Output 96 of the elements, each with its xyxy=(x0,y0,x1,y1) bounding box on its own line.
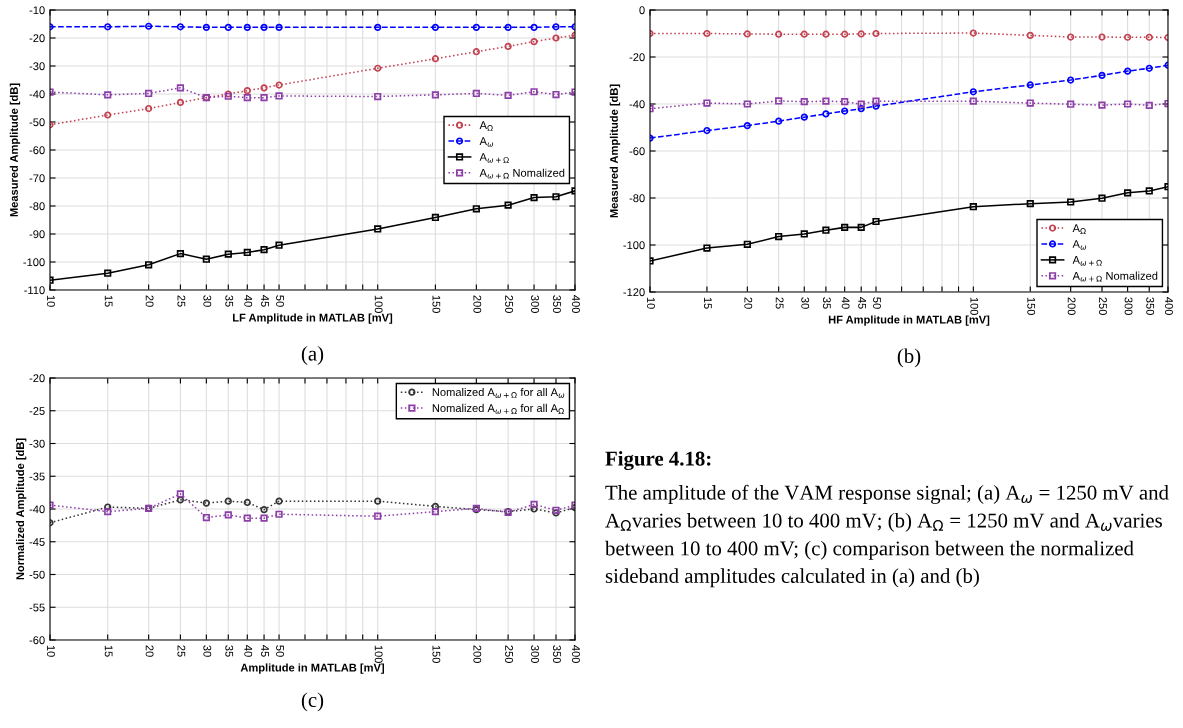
y-tick-label: -30 xyxy=(29,439,45,448)
x-tick-label: 300 xyxy=(531,295,539,313)
y-tick-label: -55 xyxy=(29,603,45,612)
y-tick-label: -25 xyxy=(29,407,45,415)
x-tick-label: 20 xyxy=(145,295,154,307)
y-tick-label: -40 xyxy=(29,90,45,99)
y-axis-title: Measured Amplitude [dB] xyxy=(609,84,621,218)
text: Figure 4.18: xyxy=(605,451,711,471)
legend-label: A$_{ω}$ xyxy=(479,137,494,147)
x-tick-label: 25 xyxy=(177,645,186,657)
y-tick-label: -110 xyxy=(24,286,45,295)
x-tick-label: 100 xyxy=(374,295,383,313)
y-tick-label: -100 xyxy=(23,258,45,267)
y-axis-title: Measured Amplitude [dB] xyxy=(9,83,21,217)
x-tick-label: 40 xyxy=(244,645,253,657)
x-tick-label: 35 xyxy=(225,295,234,307)
y-tick-label: -60 xyxy=(29,146,45,155)
text: (b) xyxy=(897,348,921,368)
y-axis-title: Normalized Amplitude [dB] xyxy=(15,438,27,580)
y-tick-label: -50 xyxy=(29,118,45,127)
x-tick-label: 100 xyxy=(970,297,979,315)
y-tick-label: -30 xyxy=(29,62,45,71)
x-tick-label: 400 xyxy=(1165,297,1173,315)
text: The amplitude of the VAM response signal; (a) A$_{ω}$ = 1250 mV and A$_{Ω}$varies between 10 to 400 mV; (b) A$_{Ω}$ = 1250 mV and A$_{ω}$varies between 10 to 400 mV; (c) comparison between the normalized sideband amplitudes calculated in (a) and (b) xyxy=(605,484,1169,588)
x-tick-label: 25 xyxy=(775,297,784,309)
x-tick-label: 45 xyxy=(261,645,269,657)
y-tick-label: -60 xyxy=(629,147,645,156)
y-tick-label: -20 xyxy=(629,53,645,62)
x-tick-label: 150 xyxy=(432,295,441,313)
x-tick-label: 10 xyxy=(47,645,55,657)
x-tick-label: 50 xyxy=(276,645,284,657)
legend-label: A$_{ω+Ω}$ xyxy=(479,153,509,163)
legend-label: A$_{Ω}$ xyxy=(479,121,493,131)
x-tick-label: 35 xyxy=(225,645,234,657)
y-tick-label: -10 xyxy=(29,6,45,15)
y-tick-label: -50 xyxy=(29,570,45,579)
x-tick-label: 300 xyxy=(1124,297,1133,315)
x-tick-label: 150 xyxy=(1027,297,1036,315)
y-tick-label: -40 xyxy=(629,100,645,109)
x-tick-label: 10 xyxy=(647,297,655,309)
x-tick-label: 30 xyxy=(203,295,212,307)
x-tick-label: 40 xyxy=(244,295,253,307)
x-tick-label: 400 xyxy=(572,295,580,313)
x-tick-label: 45 xyxy=(261,295,269,307)
y-tick-label: -20 xyxy=(29,34,45,43)
x-tick-label: 10 xyxy=(47,295,55,307)
x-tick-label: 20 xyxy=(744,297,753,309)
x-tick-label: 350 xyxy=(553,295,561,313)
x-tick-label: 200 xyxy=(1067,297,1076,315)
x-tick-label: 400 xyxy=(572,645,580,663)
x-tick-label: 300 xyxy=(531,645,539,663)
x-tick-label: 45 xyxy=(858,297,866,309)
y-tick-label: -70 xyxy=(29,174,45,183)
x-tick-label: 30 xyxy=(801,297,810,309)
y-tick-label: -35 xyxy=(29,472,45,481)
legend-label: A$_{ω+Ω}$ Nomalized xyxy=(479,168,565,179)
y-tick-label: -80 xyxy=(629,194,645,203)
y-tick-label: -45 xyxy=(29,538,45,546)
text: (a) xyxy=(301,346,324,365)
x-tick-label: 250 xyxy=(1099,297,1107,315)
x-tick-label: 200 xyxy=(473,645,482,663)
x-axis-title: LF Amplitude in MATLAB [mV] xyxy=(233,313,393,324)
y-tick-label: -120 xyxy=(623,288,645,297)
y-tick-label: 0 xyxy=(639,6,645,15)
x-tick-label: 350 xyxy=(1146,297,1155,315)
x-tick-label: 50 xyxy=(276,295,284,307)
x-tick-label: 35 xyxy=(822,297,831,309)
x-tick-label: 15 xyxy=(104,645,113,657)
y-tick-label: -20 xyxy=(29,374,45,383)
x-tick-label: 350 xyxy=(553,645,561,663)
x-tick-label: 150 xyxy=(432,645,441,663)
x-tick-label: 250 xyxy=(505,645,513,663)
y-tick-label: -100 xyxy=(623,241,645,250)
x-tick-label: 15 xyxy=(703,297,712,309)
x-tick-label: 250 xyxy=(505,295,513,313)
x-tick-label: 20 xyxy=(145,645,154,657)
x-tick-label: 15 xyxy=(104,295,113,307)
x-axis-title: Amplitude in MATLAB [mV] xyxy=(240,663,384,674)
x-tick-label: 50 xyxy=(873,297,881,309)
y-tick-label: -60 xyxy=(29,636,45,645)
legend-label: Nomalized A$_{ω+Ω}$ for all A$_{Ω}$ xyxy=(432,403,564,414)
x-tick-label: 25 xyxy=(177,295,186,307)
text: (c) xyxy=(301,692,324,712)
x-axis-title: HF Amplitude in MATLAB [mV] xyxy=(828,315,990,326)
y-tick-label: -40 xyxy=(29,505,45,514)
x-tick-label: 30 xyxy=(203,645,212,657)
legend-label: A$_{ω+Ω}$ xyxy=(1072,256,1102,266)
legend-label: A$_{Ω}$ xyxy=(1072,224,1086,234)
x-tick-label: 100 xyxy=(374,645,383,663)
x-tick-label: 200 xyxy=(473,295,482,313)
y-tick-label: -80 xyxy=(29,202,45,211)
legend-label: A$_{ω}$ xyxy=(1072,240,1087,250)
legend-label: A$_{ω+Ω}$ Nomalized xyxy=(1072,271,1158,282)
x-tick-label: 40 xyxy=(841,297,850,309)
legend-label: Nomalized A$_{ω+Ω}$ for all A$_{ω}$ xyxy=(432,387,565,398)
y-tick-label: -90 xyxy=(29,230,45,239)
